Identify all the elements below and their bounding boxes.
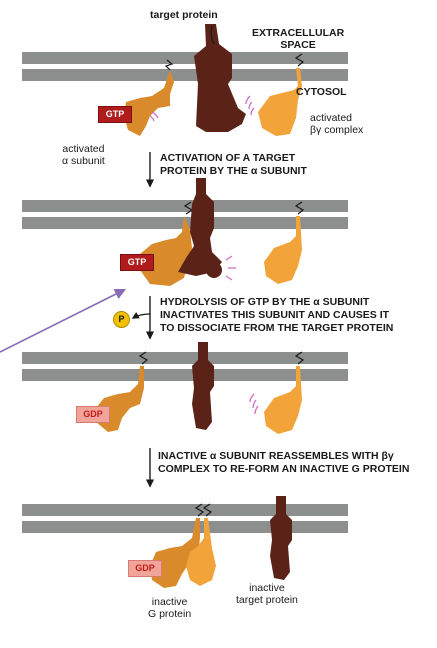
- activation-glow-2: [225, 255, 236, 281]
- beta-gamma-complex-4: [186, 503, 216, 586]
- target-protein-3: [192, 342, 214, 430]
- gdp-badge-3: GDP: [76, 406, 110, 423]
- membrane-3: [22, 352, 348, 381]
- activated-alpha-label: activated α subunit: [62, 143, 105, 167]
- inactive-g-protein-label: inactive G protein: [148, 596, 192, 620]
- step-3-text: INACTIVE α SUBUNIT REASSEMBLES WITH βγ C…: [158, 450, 410, 475]
- membrane-4: [22, 504, 348, 533]
- activation-glow-1: [149, 95, 255, 122]
- target-protein-2: [178, 178, 222, 278]
- activation-glow-3: [249, 393, 259, 415]
- gdp-badge-4: GDP: [128, 560, 162, 577]
- alpha-subunit-1: [124, 59, 174, 136]
- annotation-arrow: [0, 288, 127, 353]
- inactive-target-protein-label: inactive target protein: [236, 582, 298, 606]
- panel-2: [22, 178, 348, 286]
- target-protein-label: target protein: [150, 9, 218, 21]
- step-1-text: ACTIVATION OF A TARGET PROTEIN BY THE α …: [160, 152, 307, 177]
- cytosol-label: CYTOSOL: [296, 86, 347, 98]
- panel-3: [22, 342, 348, 434]
- panel-1: [22, 24, 348, 136]
- phosphate-release-arrow: [131, 312, 151, 319]
- beta-gamma-complex-3: [264, 351, 305, 434]
- phosphate-icon: P: [113, 311, 130, 328]
- alpha-subunit-2: [140, 201, 194, 286]
- target-protein-4: [270, 496, 292, 580]
- beta-gamma-complex-2: [264, 201, 305, 284]
- beta-gamma-complex-1: [258, 53, 305, 136]
- activated-beta-gamma-label: activated βγ complex: [310, 112, 364, 136]
- gtp-badge-2: GTP: [120, 254, 154, 271]
- target-protein-1: [194, 24, 246, 132]
- gtp-badge-1: GTP: [98, 106, 132, 123]
- step-2-text: HYDROLYSIS OF GTP BY THE α SUBUNIT INACT…: [160, 296, 394, 334]
- panel-4: [22, 496, 348, 588]
- alpha-subunit-4: [150, 503, 205, 588]
- extracellular-space-label: EXTRACELLULAR SPACE: [252, 27, 345, 51]
- membrane-1: [22, 52, 348, 81]
